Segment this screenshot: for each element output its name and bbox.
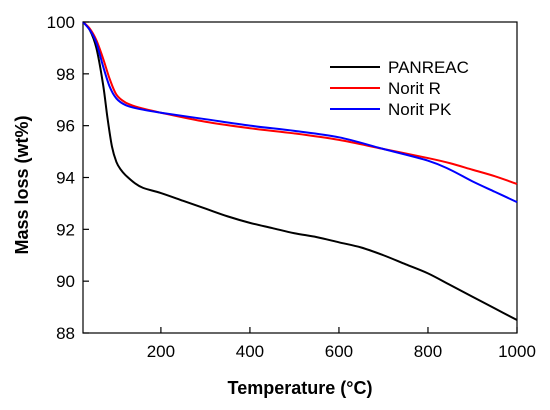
legend: PANREAC Norit R Norit PK — [330, 58, 469, 119]
y-tick-label: 90 — [56, 272, 75, 291]
legend-label-panreac: PANREAC — [388, 58, 469, 77]
legend-label-norit-r: Norit R — [388, 79, 441, 98]
x-axis-title: Temperature (°C) — [228, 378, 373, 398]
y-tick-label: 100 — [47, 13, 75, 32]
x-tick-label: 400 — [236, 342, 264, 361]
x-tick-label: 1000 — [498, 342, 536, 361]
x-tick-label: 800 — [414, 342, 442, 361]
y-tick-label: 94 — [56, 169, 75, 188]
y-tick-label: 98 — [56, 65, 75, 84]
series-line-norit-r — [82, 21, 518, 185]
y-tick-label: 96 — [56, 117, 75, 136]
x-tick-label: 600 — [325, 342, 353, 361]
y-tick-label: 88 — [56, 324, 75, 343]
y-tick-label: 92 — [56, 220, 75, 239]
y-axis-title: Mass loss (wt%) — [12, 115, 32, 254]
legend-label-norit-pk: Norit PK — [388, 100, 452, 119]
series-line-panreac — [82, 21, 518, 321]
series-line-norit-pk — [82, 21, 518, 204]
x-tick-label: 200 — [147, 342, 175, 361]
